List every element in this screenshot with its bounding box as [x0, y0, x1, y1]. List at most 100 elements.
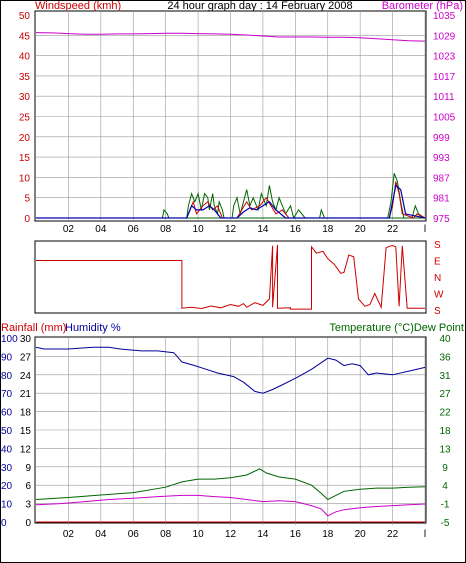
humidity-tick: 100: [1, 334, 18, 345]
barometer-tick: 975: [433, 214, 450, 225]
temp-x-tick: 06: [128, 529, 140, 540]
humidity-tick: 60: [1, 408, 13, 419]
direction-series: [36, 244, 425, 310]
wind-x-axis: 02 04 06 08 10 12 14 16 18 20 22 l: [63, 224, 426, 235]
humidity-tick: 10: [1, 500, 13, 511]
humidity-tick: 40: [1, 444, 13, 455]
rainfall-tick: 24: [20, 371, 32, 382]
rainfall-tick: 30: [20, 334, 32, 345]
wind-x-tick: 14: [257, 224, 269, 235]
rainfall-tick: 3: [25, 500, 31, 511]
windspeed-tick: 20: [19, 133, 31, 144]
temperature-tick: -1: [441, 500, 450, 511]
humidity-axis: 0 10 20 30 40 50 60 70 80 90 100: [1, 334, 18, 529]
rainfall-axis: 0 3 6 9 12 15 18 21 24 27 30: [20, 334, 32, 529]
humidity-tick: 80: [1, 371, 13, 382]
barometer-tick: 1017: [433, 72, 456, 83]
humidity-tick: 50: [1, 426, 13, 437]
wind-x-tick: 16: [290, 224, 302, 235]
rainfall-tick: 12: [20, 444, 32, 455]
temperature-tick: 31: [439, 371, 451, 382]
temp-x-tick: 14: [257, 529, 269, 540]
barometer-line: [35, 32, 426, 42]
direction-tick: N: [434, 273, 441, 284]
temp-series: [35, 346, 426, 523]
temp-x-tick: 18: [322, 529, 334, 540]
barometer-axis: 975 981 987 993 999 1005 1011 1017 1023 1029 1035: [433, 11, 456, 225]
barometer-axis-label: Barometer (hPa): [382, 0, 463, 12]
temperature-axis: -5 -1 4 9 13 18 22 27 31 36 40: [439, 334, 451, 529]
windspeed-tick: 25: [19, 113, 31, 124]
temp-x-tick: 22: [387, 529, 399, 540]
direction-tick: S: [434, 240, 441, 251]
temp-x-tick: 10: [193, 529, 205, 540]
temp-x-tick: 12: [225, 529, 237, 540]
barometer-tick: 1023: [433, 52, 456, 63]
barometer-tick: 1029: [433, 31, 456, 42]
direction-tick: W: [434, 290, 444, 301]
windspeed-tick: 50: [19, 11, 31, 22]
wind-x-tick: 06: [128, 224, 140, 235]
direction-plot-area: [34, 240, 427, 314]
humidity-tick: 30: [1, 463, 13, 474]
rainfall-tick: 9: [25, 463, 31, 474]
rainfall-axis-label: Rainfall (mm): [1, 322, 66, 334]
windspeed-tick: 10: [19, 173, 31, 184]
direction-tick: E: [434, 257, 441, 268]
humidity-axis-label: Humidity %: [65, 322, 121, 334]
temp-x-tick: l: [424, 529, 426, 540]
wind-series: [35, 32, 426, 220]
barometer-tick: 981: [433, 194, 450, 205]
windspeed-axis: 0 5 10 15 20 25 30 35 40 45 50: [19, 11, 31, 225]
wind-x-tick: 08: [160, 224, 172, 235]
rainfall-tick: 18: [20, 408, 32, 419]
temp-grid: [36, 338, 426, 525]
wind-average-line: [36, 184, 426, 219]
temp-x-tick: 04: [95, 529, 107, 540]
rainfall-tick: 27: [20, 352, 32, 363]
direction-tick: S: [434, 306, 441, 317]
temp-x-tick: 08: [160, 529, 172, 540]
windspeed-tick: 40: [19, 52, 31, 63]
temperature-tick: 13: [439, 444, 451, 455]
temp-x-tick: 16: [290, 529, 302, 540]
temperature-tick: 40: [439, 334, 451, 345]
temperature-tick: 9: [442, 463, 448, 474]
barometer-tick: 999: [433, 133, 450, 144]
windspeed-tick: 45: [19, 31, 31, 42]
barometer-tick: 1011: [433, 92, 455, 103]
dewpoint-line: [35, 494, 426, 517]
humidity-line: [35, 346, 426, 394]
wind-x-tick: 04: [95, 224, 107, 235]
barometer-tick: 1005: [433, 113, 456, 124]
barometer-tick: 987: [433, 173, 450, 184]
windspeed-tick: 5: [24, 194, 30, 205]
barometer-tick: 993: [433, 153, 450, 164]
wind-x-tick: 02: [63, 224, 75, 235]
windspeed-tick: 15: [19, 153, 31, 164]
windspeed-tick: 35: [19, 72, 31, 83]
rainfall-tick: 6: [25, 481, 31, 492]
rainfall-tick: 0: [25, 518, 31, 529]
temperature-tick: 27: [439, 389, 451, 400]
temperature-tick: 36: [439, 352, 451, 363]
temperature-tick: 18: [439, 426, 451, 437]
wind-x-tick: 20: [355, 224, 367, 235]
temperature-tick: 4: [442, 481, 448, 492]
rainfall-tick: 21: [20, 389, 32, 400]
temperature-tick: -5: [441, 518, 450, 529]
wind-x-tick: 12: [225, 224, 237, 235]
wind-x-tick: l: [424, 224, 426, 235]
wind-x-tick: 10: [193, 224, 205, 235]
temperature-tick: 22: [439, 408, 451, 419]
rainfall-tick: 15: [20, 426, 32, 437]
graph-title: 24 hour graph day : 14 February 2008: [167, 0, 352, 12]
humidity-tick: 20: [1, 481, 13, 492]
wind-direction-line: [36, 244, 425, 310]
temperature-axis-label: Temperature (°C)Dew Point: [329, 322, 464, 334]
temp-x-tick: 20: [355, 529, 367, 540]
wind-baro-panel: 0 5 10 15 20 25 30 35 40 45 50 975 981 987 993 999 1005…: [19, 0, 463, 235]
